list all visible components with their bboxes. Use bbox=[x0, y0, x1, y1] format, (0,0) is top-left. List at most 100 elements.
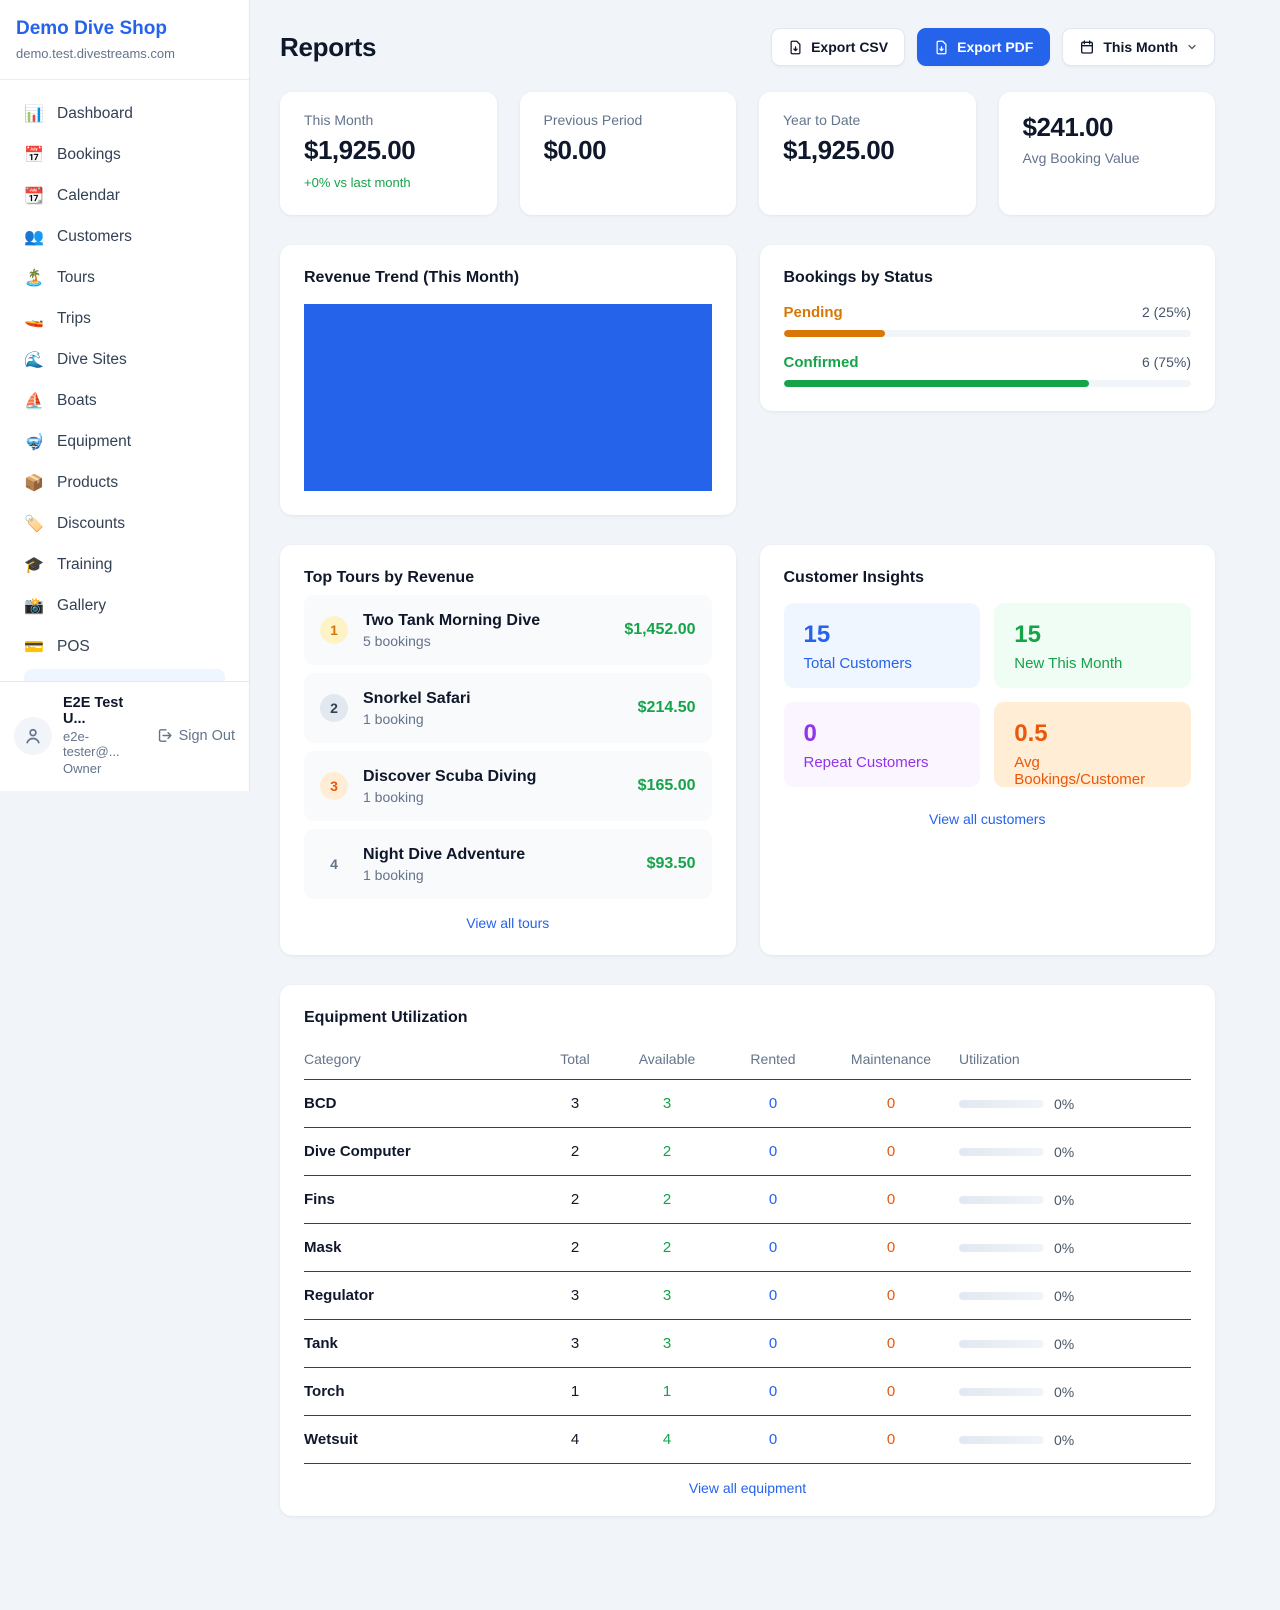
sidebar-item-pos[interactable]: 💳 POS bbox=[14, 627, 235, 667]
tour-name: Snorkel Safari bbox=[363, 689, 471, 707]
sidebar-item-customers[interactable]: 👥 Customers bbox=[14, 217, 235, 257]
equipment-row-regulator: Regulator 3 3 0 0 0% bbox=[304, 1271, 1191, 1320]
shop-name: Demo Dive Shop bbox=[16, 18, 167, 39]
nav-icon-tear-off-calendar-icon: 📆 bbox=[24, 188, 44, 205]
equipment-table: Category Total Available Rented Maintena… bbox=[304, 1041, 1191, 1464]
equipment-rented: 0 bbox=[720, 1415, 826, 1464]
stat-value: $241.00 bbox=[1022, 112, 1114, 142]
sidebar-item-calendar[interactable]: 📆 Calendar bbox=[14, 176, 235, 216]
view-all-tours-link[interactable]: View all tours bbox=[466, 915, 550, 931]
insight-value: 0.5 bbox=[1014, 720, 1048, 747]
equipment-available: 2 bbox=[614, 1127, 720, 1176]
page-title: Reports bbox=[280, 31, 377, 62]
sidebar-item-dashboard[interactable]: 📊 Dashboard bbox=[14, 94, 235, 134]
col-maintenance: Maintenance bbox=[826, 1041, 956, 1080]
equipment-row-fins: Fins 2 2 0 0 0% bbox=[304, 1175, 1191, 1224]
period-dropdown[interactable]: This Month bbox=[1062, 28, 1215, 66]
equipment-category: Wetsuit bbox=[304, 1415, 536, 1464]
sidebar-item-label: POS bbox=[57, 638, 90, 655]
col-total: Total bbox=[536, 1041, 614, 1080]
sidebar-item-products[interactable]: 📦 Products bbox=[14, 463, 235, 503]
user-role: Owner bbox=[63, 761, 102, 776]
export-pdf-label: Export PDF bbox=[957, 39, 1034, 55]
customer-insights-card: Customer Insights 15 Total Customers 15 … bbox=[759, 545, 1215, 955]
nav-icon-wave-icon: 🌊 bbox=[24, 352, 44, 369]
export-pdf-button[interactable]: Export PDF bbox=[917, 28, 1051, 66]
sidebar-item-bookings[interactable]: 📅 Bookings bbox=[14, 135, 235, 175]
stat-label: Avg Booking Value bbox=[1022, 150, 1140, 166]
customer-insights-title: Customer Insights bbox=[783, 569, 924, 586]
tour-name: Two Tank Morning Dive bbox=[363, 611, 541, 629]
equipment-maintenance: 0 bbox=[826, 1415, 956, 1464]
sidebar: Demo Dive Shop demo.test.divestreams.com… bbox=[0, 0, 250, 791]
equipment-category: Fins bbox=[304, 1175, 536, 1224]
sidebar-item-label: Discounts bbox=[57, 515, 126, 532]
sign-out-button[interactable]: Sign Out bbox=[156, 727, 235, 744]
stat-value: $0.00 bbox=[543, 135, 607, 165]
equipment-row-tank: Tank 3 3 0 0 0% bbox=[304, 1319, 1191, 1368]
sidebar-item-gallery[interactable]: 📸 Gallery bbox=[14, 586, 235, 626]
nav-icon-calendar-icon: 📅 bbox=[24, 147, 44, 164]
status-count: 6 (75%) bbox=[1141, 354, 1191, 370]
view-all-equipment-link[interactable]: View all equipment bbox=[688, 1480, 807, 1496]
revenue-trend-chart bbox=[304, 304, 712, 491]
header-actions: Export CSV Export PDF This Month bbox=[771, 28, 1215, 66]
sidebar-item-label: Gallery bbox=[57, 597, 107, 614]
view-all-customers-link[interactable]: View all customers bbox=[929, 811, 1046, 827]
equipment-available: 3 bbox=[614, 1319, 720, 1368]
insight-tile-repeat-customers: 0 Repeat Customers bbox=[783, 702, 981, 787]
insight-label: Repeat Customers bbox=[803, 754, 929, 771]
calendar-icon bbox=[1081, 40, 1094, 54]
bookings-by-status-title: Bookings by Status bbox=[783, 269, 933, 286]
sidebar-item-equipment[interactable]: 🤿 Equipment bbox=[14, 422, 235, 462]
equipment-rented: 0 bbox=[720, 1175, 826, 1224]
sidebar-item-reports-partial[interactable] bbox=[24, 669, 225, 681]
user-footer: E2E Test U... e2e-tester@... Owner Sign … bbox=[0, 681, 249, 791]
equipment-utilization-card: Equipment Utilization Category Total Ava… bbox=[280, 985, 1215, 1516]
period-label: This Month bbox=[1103, 39, 1178, 55]
equipment-maintenance: 0 bbox=[826, 1319, 956, 1368]
sidebar-item-boats[interactable]: ⛵ Boats bbox=[14, 381, 235, 421]
revenue-trend-title: Revenue Trend (This Month) bbox=[304, 269, 520, 286]
user-email: e2e-tester@... bbox=[63, 729, 120, 759]
utilization-bar bbox=[959, 1291, 1044, 1300]
export-csv-button[interactable]: Export CSV bbox=[771, 28, 906, 66]
equipment-utilization-title: Equipment Utilization bbox=[304, 1009, 468, 1026]
nav-icon-island-icon: 🏝️ bbox=[24, 270, 44, 287]
sidebar-item-training[interactable]: 🎓 Training bbox=[14, 545, 235, 585]
utilization-bar bbox=[959, 1147, 1044, 1156]
equipment-maintenance: 0 bbox=[826, 1127, 956, 1176]
sidebar-item-trips[interactable]: 🚤 Trips bbox=[14, 299, 235, 339]
utilization-bar bbox=[959, 1387, 1044, 1396]
status-count: 2 (25%) bbox=[1141, 304, 1191, 320]
chevron-down-icon bbox=[1188, 44, 1196, 50]
equipment-rented: 0 bbox=[720, 1079, 826, 1128]
tour-row-night-dive-adventure: 4 Night Dive Adventure 1 booking $93.50 bbox=[304, 829, 712, 899]
status-label: Confirmed bbox=[783, 354, 859, 371]
tour-row-discover-scuba-diving: 3 Discover Scuba Diving 1 booking $165.0… bbox=[304, 751, 712, 821]
insight-tile-avg-bookings-customer: 0.5 Avg Bookings/Customer bbox=[994, 702, 1191, 788]
stat-card-previous-period: Previous Period $0.00 bbox=[519, 92, 736, 215]
equipment-total: 3 bbox=[536, 1319, 614, 1368]
equipment-table-header: Category Total Available Rented Maintena… bbox=[304, 1041, 1191, 1080]
sidebar-item-tours[interactable]: 🏝️ Tours bbox=[14, 258, 235, 298]
utilization-percent: 0% bbox=[1054, 1383, 1075, 1400]
equipment-category: Dive Computer bbox=[304, 1127, 536, 1176]
insight-label: Avg Bookings/Customer bbox=[1014, 754, 1146, 788]
file-download-icon bbox=[936, 40, 947, 54]
stat-delta: +0% vs last month bbox=[304, 175, 411, 190]
avatar bbox=[14, 716, 52, 755]
equipment-available: 3 bbox=[614, 1271, 720, 1320]
equipment-category: Mask bbox=[304, 1223, 536, 1272]
equipment-category: Torch bbox=[304, 1367, 536, 1416]
person-icon bbox=[26, 728, 40, 743]
sidebar-item-dive-sites[interactable]: 🌊 Dive Sites bbox=[14, 340, 235, 380]
user-name: E2E Test U... bbox=[63, 695, 124, 727]
shop-header: Demo Dive Shop demo.test.divestreams.com bbox=[0, 0, 249, 80]
row-revenue-status: Revenue Trend (This Month) Bookings by S… bbox=[280, 245, 1215, 515]
insight-label: Total Customers bbox=[803, 655, 912, 672]
sidebar-item-label: Boats bbox=[57, 392, 97, 409]
equipment-total: 3 bbox=[536, 1079, 614, 1128]
sidebar-item-discounts[interactable]: 🏷️ Discounts bbox=[14, 504, 235, 544]
stat-card-avg-booking-value: $241.00 Avg Booking Value bbox=[998, 92, 1215, 215]
